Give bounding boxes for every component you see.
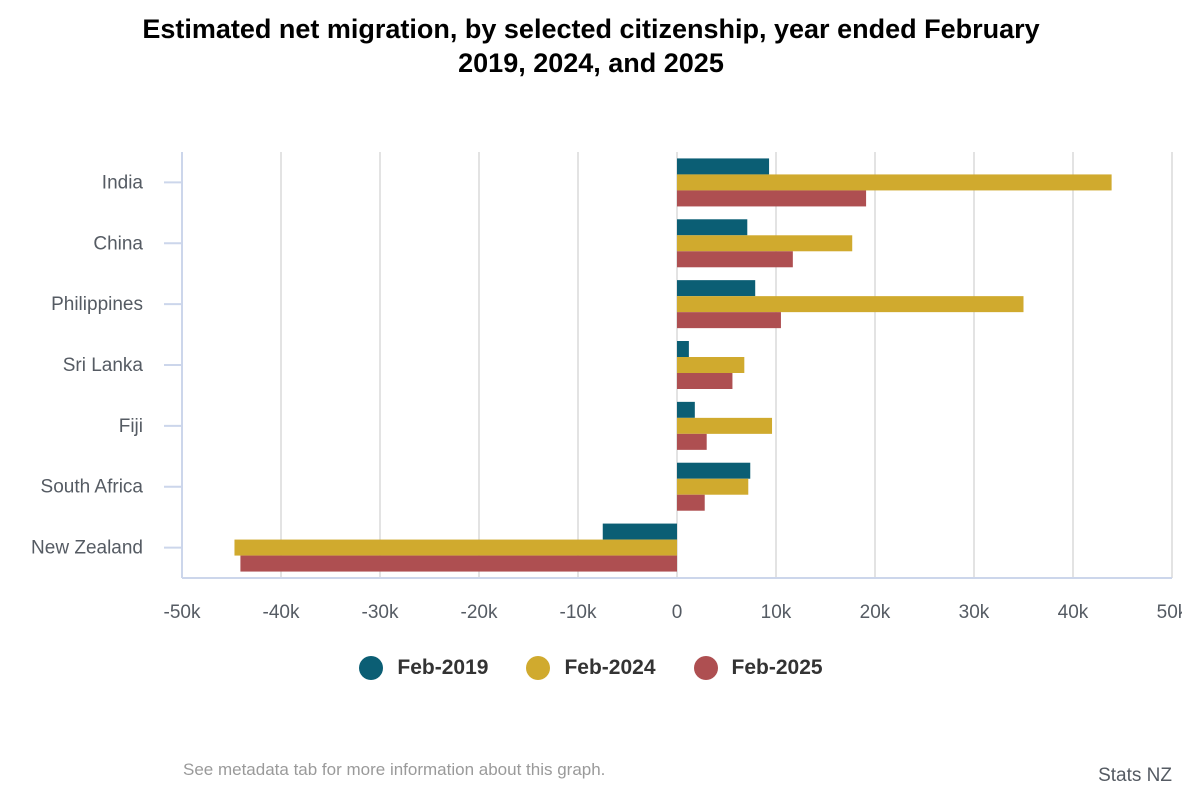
bar-new-zealand-feb-2024 [234, 539, 677, 556]
category-label: Sri Lanka [63, 355, 144, 376]
category-label: Philippines [51, 294, 143, 315]
bar-china-feb-2024 [677, 235, 853, 252]
category-label: New Zealand [31, 538, 143, 559]
x-tick-label: 10k [761, 602, 792, 623]
category-label: China [93, 233, 143, 254]
legend: Feb-2019 Feb-2024 Feb-2025 [0, 656, 1182, 680]
bar-fiji-feb-2019 [677, 401, 695, 418]
axis-labels: -50k -40k -30k -20k -10k 0 10k 20k 30k 40k 50k Indi… [31, 172, 1182, 623]
legend-marker-icon [359, 656, 384, 680]
bar-india-feb-2025 [677, 190, 867, 207]
bar-south-africa-feb-2024 [677, 478, 749, 495]
legend-item-feb-2024[interactable]: Feb-2024 [526, 656, 656, 680]
bar-philippines-feb-2024 [677, 296, 1024, 313]
chart-title-line-2: 2019, 2024, and 2025 [458, 48, 724, 78]
legend-marker-icon [693, 656, 718, 680]
bar-fiji-feb-2025 [677, 433, 707, 450]
source-credit: Stats NZ [1098, 765, 1172, 786]
legend-label: Feb-2019 [397, 656, 489, 679]
bar-chart: -50k -40k -30k -20k -10k 0 10k 20k 30k 40k 50k Indi… [31, 152, 1182, 623]
bar-india-feb-2019 [677, 158, 770, 175]
bar-sri-lanka-feb-2024 [677, 357, 745, 373]
x-tick-label: 30k [959, 602, 990, 623]
x-tick-label: -30k [362, 602, 399, 623]
x-tick-label: -10k [560, 602, 597, 623]
category-label: India [102, 172, 144, 193]
legend-item-feb-2019[interactable]: Feb-2019 [359, 656, 488, 680]
category-label: Fiji [119, 416, 143, 437]
bar-fiji-feb-2024 [677, 417, 773, 434]
bar-new-zealand-feb-2019 [602, 523, 677, 540]
x-tick-label: 40k [1058, 602, 1089, 623]
legend-label: Feb-2024 [564, 656, 656, 679]
footnote: See metadata tab for more information ab… [183, 760, 606, 779]
bar-sri-lanka-feb-2019 [677, 341, 689, 357]
chart-title: Estimated net migration, by selected cit… [0, 12, 1182, 80]
bar-sri-lanka-feb-2025 [677, 373, 733, 389]
x-tick-label: -40k [263, 602, 300, 623]
bar-china-feb-2019 [677, 219, 748, 236]
bar-china-feb-2025 [677, 251, 793, 268]
bar-philippines-feb-2019 [677, 280, 756, 297]
bar-south-africa-feb-2019 [677, 462, 751, 479]
axes [164, 152, 1172, 579]
x-tick-label: -20k [461, 602, 498, 623]
bars [234, 158, 1112, 572]
chart-title-line-1: Estimated net migration, by selected cit… [142, 14, 1040, 44]
x-tick-label: 0 [672, 602, 683, 623]
x-tick-label: 20k [860, 602, 891, 623]
bar-new-zealand-feb-2025 [240, 555, 677, 572]
x-tick-label: -50k [164, 602, 201, 623]
bar-philippines-feb-2025 [677, 312, 781, 329]
legend-item-feb-2025[interactable]: Feb-2025 [693, 656, 823, 680]
legend-label: Feb-2025 [731, 656, 823, 679]
category-label: South Africa [41, 477, 144, 498]
x-tick-label: 50k [1157, 602, 1182, 623]
bar-india-feb-2024 [677, 174, 1112, 191]
legend-marker-icon [526, 656, 551, 680]
bar-south-africa-feb-2025 [677, 494, 705, 511]
